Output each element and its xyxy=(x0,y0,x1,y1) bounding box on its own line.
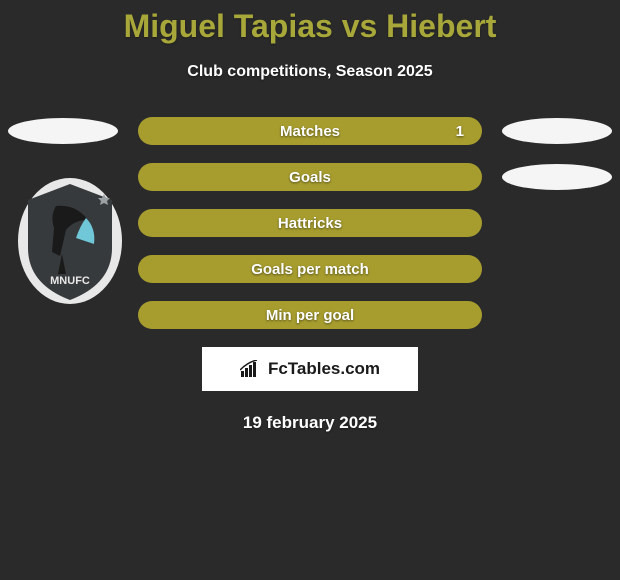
date-label: 19 february 2025 xyxy=(0,413,620,433)
bar-label: Hattricks xyxy=(278,215,342,232)
stat-bar: Hattricks xyxy=(138,209,482,237)
stat-bar: Goals xyxy=(138,163,482,191)
stat-bar: Matches 1 xyxy=(138,117,482,145)
subtitle: Club competitions, Season 2025 xyxy=(0,63,620,81)
bar-label: Goals per match xyxy=(251,261,369,278)
logo-label: FcTables.com xyxy=(268,359,380,379)
stat-bar: Min per goal xyxy=(138,301,482,329)
left-oval xyxy=(8,118,118,144)
bar-row-matches: Matches 1 xyxy=(0,117,620,145)
page-title: Miguel Tapias vs Hiebert xyxy=(0,0,620,45)
bar-label: Min per goal xyxy=(266,307,354,324)
stat-bar: Goals per match xyxy=(138,255,482,283)
right-oval xyxy=(502,164,612,190)
bar-value: 1 xyxy=(456,123,464,140)
svg-text:MNUFC: MNUFC xyxy=(50,275,90,287)
bar-label: Matches xyxy=(280,123,340,140)
fctables-logo[interactable]: FcTables.com xyxy=(202,347,418,391)
right-oval xyxy=(502,118,612,144)
bar-label: Goals xyxy=(289,169,331,186)
bar-chart-icon xyxy=(240,360,262,378)
logo-text: FcTables.com xyxy=(240,359,380,379)
club-badge-icon: MNUFC xyxy=(16,176,124,306)
